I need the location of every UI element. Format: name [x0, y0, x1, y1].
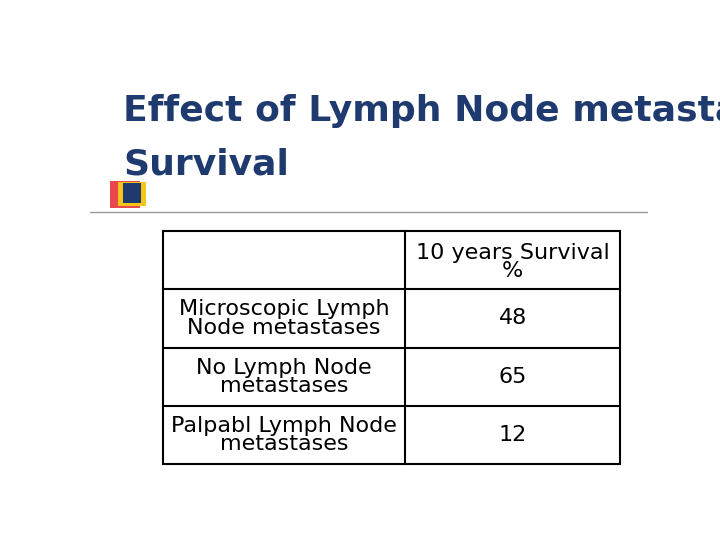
Text: Palpabl Lymph Node: Palpabl Lymph Node	[171, 416, 397, 436]
Text: %: %	[502, 261, 523, 281]
Text: 65: 65	[498, 367, 527, 387]
Text: Effect of Lymph Node metastases on: Effect of Lymph Node metastases on	[124, 94, 720, 128]
Text: 48: 48	[498, 308, 527, 328]
Bar	[163, 231, 620, 464]
Bar	[124, 183, 141, 203]
Text: Node metastases: Node metastases	[187, 318, 381, 338]
Text: 10 years Survival: 10 years Survival	[416, 243, 610, 263]
Bar	[118, 182, 145, 206]
Text: 12: 12	[498, 425, 527, 445]
Text: Microscopic Lymph: Microscopic Lymph	[179, 299, 390, 319]
Bar	[109, 181, 140, 208]
Text: metastases: metastases	[220, 434, 348, 454]
Text: Survival: Survival	[124, 148, 289, 182]
Text: No Lymph Node: No Lymph Node	[196, 357, 372, 377]
Text: metastases: metastases	[220, 376, 348, 396]
